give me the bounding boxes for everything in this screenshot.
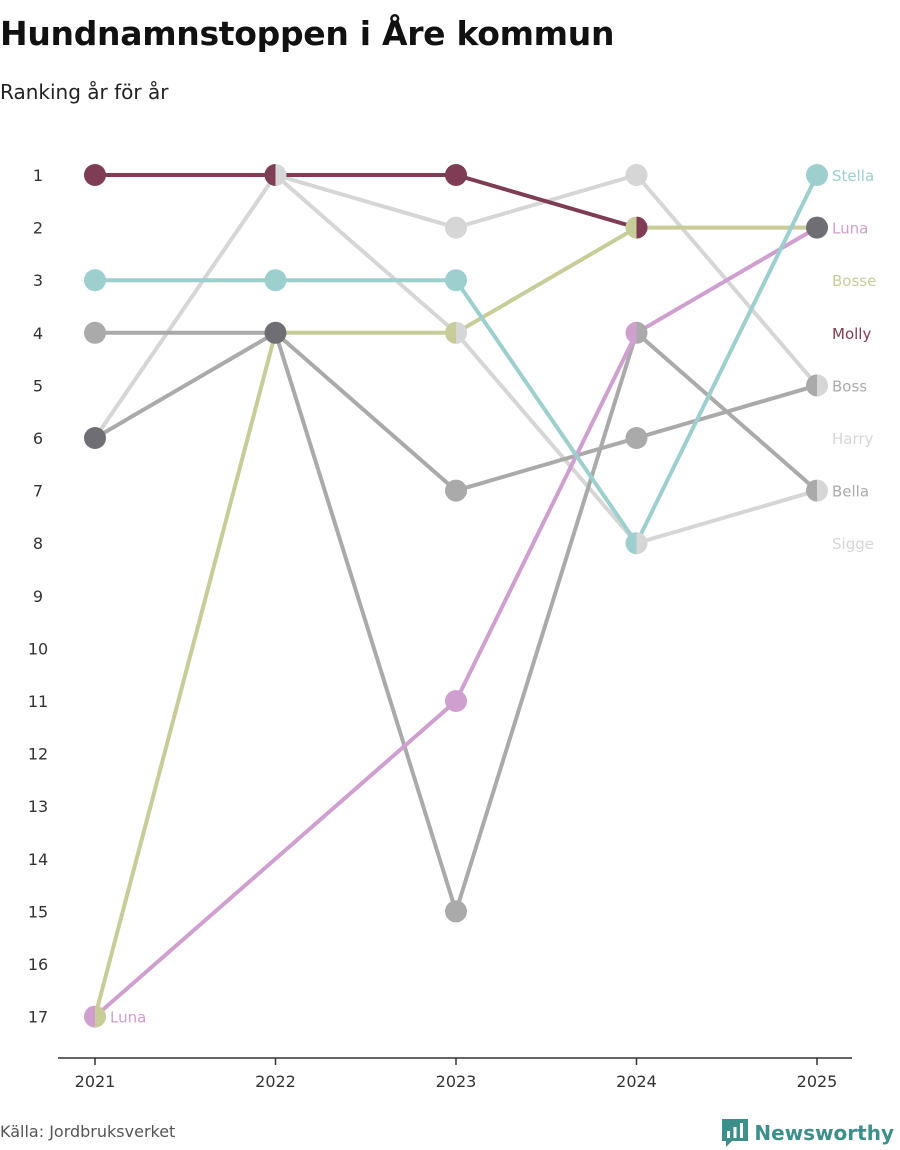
data-point [264,269,287,292]
data-point [445,479,467,502]
y-tick-label: 14 [28,850,48,869]
series-line-bosse [93,225,819,1019]
end-label-bella: Bella [832,483,869,501]
newsworthy-logo-icon [722,1119,749,1147]
data-point [84,427,106,449]
chart-subtitle: Ranking år för år [0,80,169,104]
y-tick-label: 3 [33,271,43,290]
end-label-stella: Stella [832,167,874,185]
data-point [445,690,467,712]
y-tick-label: 10 [28,639,48,658]
y-tick-label: 7 [33,482,43,501]
data-point [445,269,467,292]
y-tick-label: 4 [33,324,43,343]
y-tick-label: 16 [28,955,48,974]
series-line-luna [93,225,819,1019]
data-point [84,321,106,344]
series-line-molly [93,173,639,230]
y-tick-label: 13 [28,797,48,816]
data-point [264,164,287,186]
series-labels: Stella Luna Bosse Molly Boss Harry Bella Sigge L… [110,167,876,1027]
source-note: Källa: Jordbruksverket [0,1122,176,1141]
x-tick-label: 2022 [255,1072,296,1091]
data-point [625,164,648,186]
y-tick-label: 8 [33,534,43,553]
start-label-luna: Luna [110,1009,146,1027]
series-line-boss [93,330,819,493]
series-line-bella [93,330,819,914]
data-point [264,321,287,344]
data-point [84,269,106,292]
end-label-molly: Molly [832,325,871,343]
y-tick-label: 17 [28,1008,48,1027]
data-point [445,900,467,923]
y-tick-label: 5 [33,376,43,395]
series-lines [93,173,819,1019]
x-axis: 2021 2022 2023 2024 2025 [58,1057,852,1091]
x-tick-label: 2021 [75,1072,116,1091]
data-point [806,216,828,239]
end-label-harry: Harry [832,430,874,448]
end-label-sigge: Sigge [832,535,874,553]
data-point [445,216,467,239]
data-point [806,479,828,502]
end-label-luna: Luna [832,220,868,238]
data-point [445,164,467,186]
y-tick-label: 2 [33,219,43,238]
data-point [625,427,648,449]
y-tick-label: 12 [28,745,48,764]
brand-logo[interactable]: Newsworthy [722,1119,894,1147]
y-tick-label: 11 [28,692,48,711]
x-tick-label: 2025 [797,1072,838,1091]
y-tick-label: 6 [33,429,43,448]
series-points [84,164,828,1028]
data-point [806,374,828,397]
data-point [84,164,106,186]
y-tick-label: 9 [33,587,43,606]
data-point [625,216,648,239]
brand-name: Newsworthy [754,1121,894,1145]
data-point [806,164,828,186]
data-point [84,1005,106,1028]
x-tick-label: 2023 [436,1072,477,1091]
chart-title: Hundnamnstoppen i Åre kommun [0,14,615,53]
data-point [625,532,648,555]
data-point [445,321,468,344]
end-label-boss: Boss [832,377,867,395]
y-tick-label: 15 [28,902,48,921]
data-point [625,321,648,344]
end-label-bosse: Bosse [832,272,876,290]
y-tick-label: 1 [33,166,43,185]
x-tick-label: 2024 [616,1072,657,1091]
